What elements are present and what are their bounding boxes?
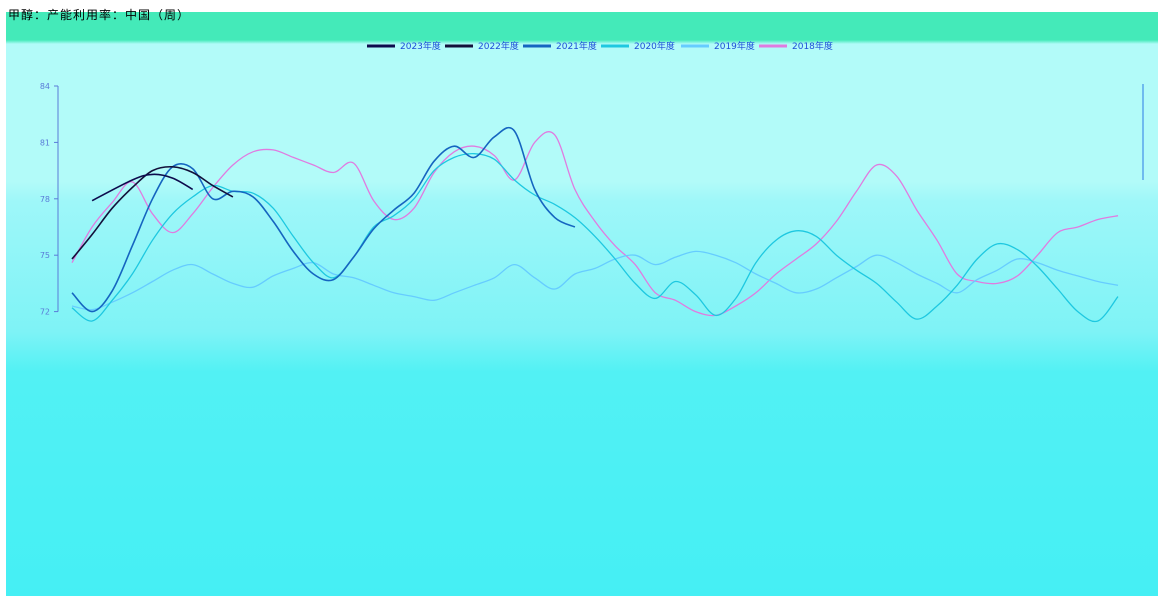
- series-line-2019年度: [71, 250, 1119, 311]
- series-line-2020年度: [71, 153, 1119, 323]
- legend-label[interactable]: 2021年度: [556, 40, 597, 52]
- chart-legend: 2023年度 2022年度 2021年度 2020年度 2019年度 2018年度: [367, 40, 833, 52]
- page-title: 甲醇：产能利用率：中国（周）: [8, 8, 191, 22]
- legend-label[interactable]: 2020年度: [634, 40, 675, 52]
- y-tick-label: 84: [40, 82, 50, 91]
- y-tick-label: 81: [40, 138, 50, 147]
- legend-label[interactable]: 2018年度: [792, 40, 833, 52]
- series-line-2023年度: [91, 173, 194, 202]
- chart-panel: [6, 12, 1158, 596]
- y-tick-label: 75: [40, 251, 50, 260]
- legend-label[interactable]: 2023年度: [400, 40, 441, 52]
- y-tick-label: 72: [40, 308, 50, 317]
- series-line-2018年度: [71, 131, 1119, 317]
- y-tick-label: 78: [40, 195, 50, 204]
- legend-label[interactable]: 2019年度: [714, 40, 755, 52]
- legend-label[interactable]: 2022年度: [478, 40, 519, 52]
- series-line-2022年度: [71, 165, 234, 260]
- series-lines: [71, 126, 1119, 323]
- series-line-2021年度: [71, 126, 576, 313]
- y-axis: 84 81 78 75 72: [40, 82, 59, 317]
